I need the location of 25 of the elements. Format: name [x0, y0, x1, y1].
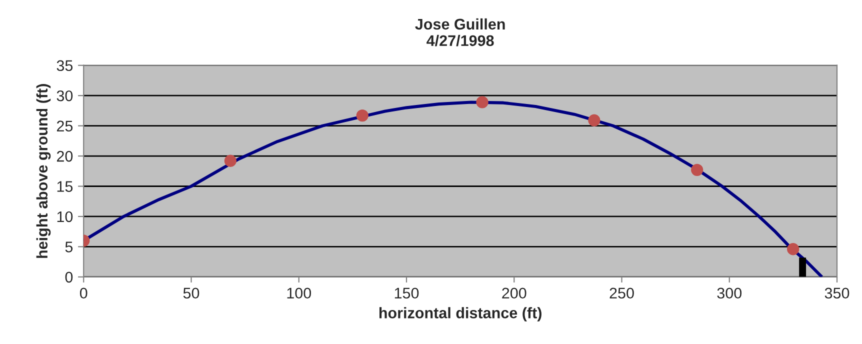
y-tick-label: 35	[56, 60, 73, 72]
x-axis-title: horizontal distance (ft)	[379, 307, 542, 322]
chart-title: Jose Guillen 4/27/1998	[415, 18, 505, 46]
point	[356, 109, 368, 122]
x-tick-label: 300	[717, 288, 742, 299]
point	[224, 154, 236, 167]
y-tick-label: 15	[57, 181, 73, 192]
point	[691, 164, 704, 176]
x-tick-label: 50	[183, 288, 200, 299]
y-axis-title: height above ground (ft)	[36, 84, 51, 258]
x-tick-label: 250	[610, 288, 634, 299]
y-tick-label: 25	[56, 120, 73, 132]
x-tick-label: 350	[824, 288, 850, 299]
point	[476, 96, 488, 108]
y-tick-label: 30	[56, 90, 73, 102]
x-tick-label: 200	[502, 288, 526, 299]
x-tick-label: 100	[287, 288, 312, 299]
point	[787, 243, 800, 256]
y-tick-label: 5	[65, 242, 73, 252]
x-tick-label: 0	[80, 288, 88, 299]
x-tick-label: 150	[394, 288, 419, 299]
y-tick-label: 20	[56, 150, 73, 162]
y-tick-label: 0	[65, 272, 73, 283]
point	[588, 114, 600, 126]
y-tick-label: 10	[57, 211, 73, 222]
